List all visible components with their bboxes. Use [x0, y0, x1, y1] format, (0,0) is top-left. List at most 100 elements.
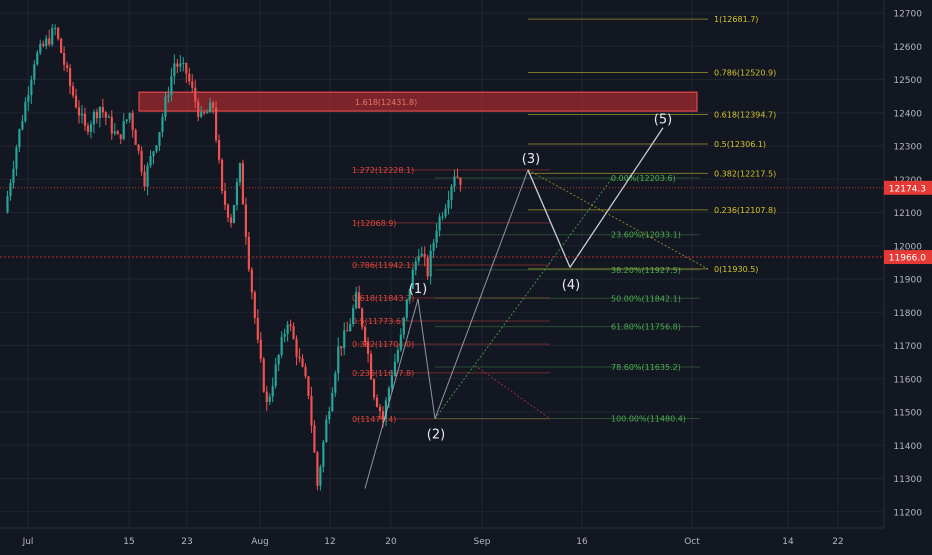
time-tick-label: 16	[576, 537, 588, 547]
time-tick-label: 22	[832, 537, 843, 547]
candle-body	[176, 63, 179, 67]
wave-line-3-4	[527, 169, 571, 268]
candle-body	[128, 112, 131, 120]
candle-body	[146, 165, 149, 187]
candle-body	[197, 101, 200, 117]
price-tag-label: 11966.0	[889, 254, 926, 264]
candle-body	[101, 106, 104, 113]
candle-body	[122, 121, 125, 139]
price-tick-label: 11600	[893, 375, 922, 385]
candle-body	[110, 116, 113, 134]
time-tick-label: 23	[181, 537, 192, 547]
candle-body	[420, 253, 423, 257]
candle-body	[209, 102, 212, 113]
candle-body	[212, 102, 215, 108]
candle-body	[352, 308, 355, 324]
candle-body	[408, 288, 411, 300]
candle-body	[24, 101, 27, 122]
candle-body	[57, 28, 60, 39]
candle-body	[98, 106, 101, 119]
price-tick-label: 12500	[893, 76, 922, 86]
fib-yellow-label: 0.382(12217.5)	[714, 169, 776, 178]
fib-green-label: 38.20%(11927.5)	[611, 266, 681, 275]
candle-body	[77, 107, 81, 116]
candle-body	[137, 144, 140, 151]
fib-red-label: 1(12068.9)	[352, 219, 396, 228]
candle-body	[417, 256, 420, 262]
candle-body	[95, 111, 98, 119]
candle-body	[253, 292, 256, 318]
candle-body	[256, 317, 259, 340]
candle-body	[113, 131, 116, 134]
price-tick-label: 11800	[893, 309, 922, 319]
candle-body	[361, 308, 364, 328]
price-tick-label: 12100	[893, 209, 922, 219]
candle-body	[125, 119, 128, 122]
candle-body	[74, 95, 78, 108]
candle-body	[390, 375, 393, 389]
candle-body	[384, 400, 388, 420]
candle-body	[80, 113, 84, 116]
candle-body	[45, 38, 48, 47]
candle-body	[119, 134, 122, 139]
candle-body	[104, 112, 107, 118]
candle-body	[405, 299, 408, 318]
candle-body	[164, 96, 167, 117]
candle-body	[295, 338, 298, 357]
candle-body	[393, 361, 396, 376]
price-tick-label: 12400	[893, 109, 922, 119]
candle-body	[191, 81, 194, 88]
price-axis-bg	[884, 0, 932, 550]
price-tick-label: 11900	[893, 276, 922, 286]
candle-body	[229, 217, 233, 223]
candle-body	[426, 257, 429, 277]
candle-body	[152, 151, 155, 157]
wave-label: (1)	[409, 282, 427, 297]
candles-group	[6, 23, 462, 491]
wave-label: (3)	[522, 152, 540, 167]
price-tick-label: 11700	[893, 342, 922, 352]
candle-body	[307, 376, 310, 396]
candle-body	[298, 356, 301, 359]
candle-body	[232, 205, 236, 223]
candle-body	[185, 63, 188, 74]
candle-body	[54, 28, 57, 30]
candle-body	[167, 95, 170, 97]
candle-body	[36, 52, 39, 65]
candle-body	[89, 124, 93, 132]
fib-red-diagonal	[474, 365, 551, 420]
candle-body	[414, 261, 417, 271]
time-tick-label: 15	[123, 537, 134, 547]
fib-yellow-label: 0(11930.5)	[714, 265, 758, 274]
time-tick-label: Aug	[251, 537, 269, 547]
candle-body	[6, 196, 9, 213]
fib-red-label: 1.272(12228.1)	[352, 166, 414, 175]
candle-body	[304, 366, 307, 377]
candle-body	[328, 411, 331, 420]
time-tick-label: 12	[324, 537, 335, 547]
fib-yellow-label: 0.236(12107.8)	[714, 206, 776, 215]
candle-body	[116, 131, 119, 135]
candle-body	[319, 466, 322, 486]
candle-body	[325, 419, 328, 442]
candle-body	[411, 270, 414, 289]
price-tag-label: 12174.3	[889, 184, 926, 194]
candle-body	[429, 250, 432, 277]
candle-body	[265, 391, 268, 402]
candle-body	[358, 292, 361, 309]
fib-red-label: 0.618(11843.2)	[352, 294, 414, 303]
time-tick-label: 14	[782, 537, 794, 547]
candle-body	[241, 163, 244, 205]
wave-line-0-1	[364, 298, 419, 489]
candle-body	[447, 199, 450, 209]
candle-body	[441, 216, 444, 218]
candle-body	[372, 379, 376, 398]
candle-body	[402, 317, 405, 335]
price-tick-label: 12000	[893, 242, 922, 252]
wave-line-2-3	[434, 169, 529, 419]
candle-body	[217, 140, 221, 160]
candle-body	[182, 63, 185, 65]
